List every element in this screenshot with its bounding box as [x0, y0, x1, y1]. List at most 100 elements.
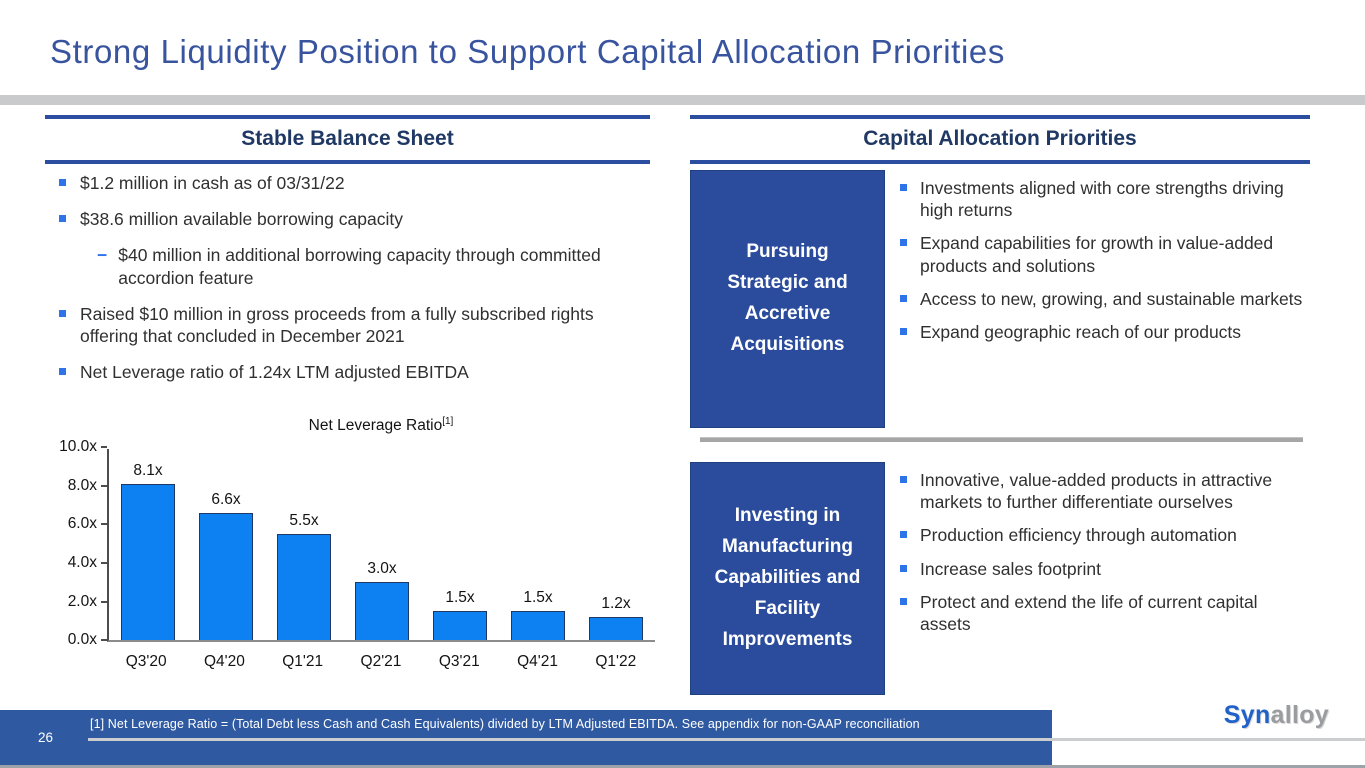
square-bullet-marker — [900, 597, 907, 605]
y-axis-tick-label: 8.0x — [67, 476, 97, 494]
bullet-text: Net Leverage ratio of 1.24x LTM adjusted… — [80, 362, 469, 383]
y-axis-tick-label: 0.0x — [67, 631, 97, 649]
capital-allocation-row-acquisitions: Pursuing Strategic and Accretive Acquisi… — [690, 170, 1312, 428]
bullet-item: $38.6 million available borrowing capaci… — [45, 208, 655, 230]
square-bullet-marker — [900, 476, 907, 483]
bar — [355, 582, 409, 641]
bullet-item: Innovative, value-added products in attr… — [900, 469, 1312, 513]
bullet-item: Access to new, growing, and sustainable … — [900, 288, 1312, 310]
bullet-item: Increase sales footprint — [900, 558, 1312, 580]
bullet-text: $1.2 million in cash as of 03/31/22 — [80, 173, 345, 193]
bullet-text: Expand geographic reach of our products — [920, 322, 1242, 343]
bar — [277, 534, 331, 641]
x-axis-category-label: Q1'22 — [595, 653, 637, 671]
bar-data-label: 6.6x — [211, 490, 241, 508]
bullet-text: Raised $10 million in gross proceeds fro… — [80, 303, 594, 347]
investing-box-label: Investing in Manufacturing Capabilities … — [714, 505, 861, 650]
square-bullet-marker — [59, 368, 66, 376]
y-axis-tick-label: 6.0x — [67, 515, 97, 533]
square-bullet-marker — [900, 328, 907, 336]
bullet-text: Increase sales footprint — [920, 558, 1101, 579]
bar-data-label: 1.5x — [445, 589, 475, 607]
header-rule-top — [690, 115, 1310, 119]
bar-slot: 1.5x — [421, 589, 499, 641]
bar-data-label: 1.2x — [601, 595, 631, 612]
footnote-text: [1] Net Leverage Ratio = (Total Debt les… — [90, 717, 920, 731]
x-axis-category-label: Q3'21 — [438, 653, 480, 671]
y-axis-tick-mark — [101, 523, 107, 526]
acquisitions-box-label: Pursuing Strategic and Accretive Acquisi… — [727, 241, 848, 355]
bullet-text: Access to new, growing, and sustainable … — [920, 288, 1303, 309]
right-section-title: Capital Allocation Priorities — [863, 127, 1137, 150]
title-divider-band — [0, 95, 1365, 105]
bar-slot: 3.0x — [343, 560, 421, 641]
y-axis-tick-label: 10.0x — [59, 438, 97, 456]
square-bullet-marker — [900, 531, 907, 539]
bottom-edge-strip — [0, 765, 1365, 768]
chart-plot-area: 8.1x 6.6x 5.5x 3.0x 1.5x 1.5x 1.2x 0.0x 2.0x 4.0… — [59, 438, 655, 648]
bullet-item: Raised $10 million in gross proceeds fro… — [45, 303, 655, 347]
bullet-item: Protect and extend the life of current c… — [900, 591, 1312, 635]
square-bullet-marker — [59, 179, 66, 186]
square-bullet-marker — [900, 239, 907, 247]
x-axis-category-label: Q4'20 — [203, 653, 245, 671]
x-axis-category-label: Q4'21 — [517, 653, 558, 671]
synalloy-logo: Synalloy — [1224, 701, 1329, 730]
bullet-text: Innovative, value-added products in attr… — [920, 470, 1273, 513]
acquisitions-box: Pursuing Strategic and Accretive Acquisi… — [690, 170, 885, 428]
bar — [199, 512, 253, 641]
capital-allocation-row-investing: Investing in Manufacturing Capabilities … — [690, 462, 1312, 695]
bar-data-label: 1.5x — [523, 589, 553, 607]
bar-slot: 8.1x — [109, 462, 187, 641]
bar — [121, 483, 175, 641]
x-axis-category-label: Q1'21 — [282, 653, 324, 671]
left-section-title: Stable Balance Sheet — [241, 127, 454, 150]
header-rule-top — [45, 115, 650, 119]
bullet-item: Production efficiency through automation — [900, 524, 1312, 546]
bar-data-label: 3.0x — [367, 560, 397, 578]
bar — [511, 611, 565, 641]
bar-data-label: 5.5x — [289, 512, 319, 530]
rows-divider — [700, 437, 1303, 442]
bar-slot: 6.6x — [187, 490, 265, 641]
slide-title: Strong Liquidity Position to Support Cap… — [50, 33, 1005, 70]
bullet-item: Expand geographic reach of our products — [900, 321, 1312, 343]
x-axis-category-label: Q3'20 — [125, 653, 167, 671]
bullet-text: Expand capabilities for growth in value-… — [920, 233, 1274, 276]
right-section-header: Capital Allocation Priorities — [690, 115, 1310, 164]
bullet-text: Production efficiency through automation — [920, 525, 1237, 546]
square-bullet-marker — [900, 564, 907, 572]
header-rule-bottom — [45, 160, 650, 164]
chart-bars: 8.1x 6.6x 5.5x 3.0x 1.5x 1.5x 1.2x — [109, 449, 655, 641]
bar-slot: 1.2x — [577, 595, 655, 641]
chart-title: Net Leverage Ratio[1] — [107, 416, 655, 435]
square-bullet-marker — [59, 309, 66, 317]
left-section-header: Stable Balance Sheet — [45, 115, 650, 164]
y-axis-tick-mark — [101, 561, 107, 564]
sub-bullet-item: − $40 million in additional borrowing cap… — [97, 244, 655, 288]
bullet-item: Net Leverage ratio of 1.24x LTM adjusted… — [45, 361, 655, 383]
logo-part-syn: Syn — [1223, 701, 1271, 729]
y-axis-tick-mark — [101, 484, 107, 487]
page-number: 26 — [38, 730, 54, 745]
net-leverage-chart: Net Leverage Ratio[1] 8.1x 6.6x 5.5x 3.0x 1.… — [45, 416, 670, 671]
y-axis-tick-mark — [101, 446, 107, 449]
bullet-text: $38.6 million available borrowing capaci… — [80, 209, 403, 230]
chart-title-footnote-ref: [1] — [442, 416, 454, 427]
bullet-item: $1.2 million in cash as of 03/31/22 — [45, 172, 655, 194]
y-axis-tick-mark — [101, 600, 107, 603]
y-axis-tick-mark — [101, 639, 107, 642]
bullet-text: $40 million in additional borrowing capa… — [118, 245, 601, 288]
dash-bullet-marker: − — [97, 245, 108, 266]
bar-slot: 5.5x — [265, 512, 343, 641]
chart-x-axis-labels: Q3'20 Q4'20 Q1'21 Q2'21 Q3'21 Q4'21 Q1'22 — [107, 653, 655, 671]
header-rule-bottom — [690, 160, 1310, 164]
logo-part-alloy: alloy — [1270, 701, 1329, 729]
bar-slot: 1.5x — [499, 589, 577, 641]
investing-box: Investing in Manufacturing Capabilities … — [690, 462, 885, 695]
footer-divider-line — [88, 738, 1365, 741]
bullet-text: Investments aligned with core strengths … — [920, 178, 1284, 221]
balance-sheet-bullets: $1.2 million in cash as of 03/31/22 $38.6… — [45, 172, 655, 398]
bullet-text: Protect and extend the life of current c… — [920, 591, 1258, 635]
